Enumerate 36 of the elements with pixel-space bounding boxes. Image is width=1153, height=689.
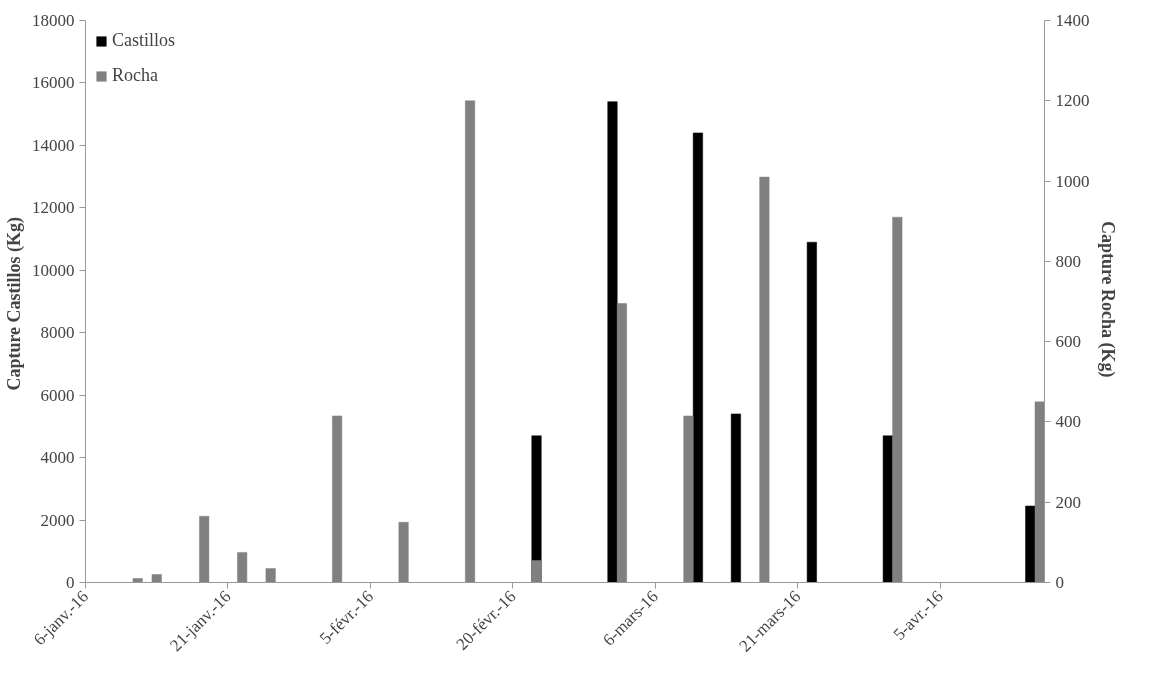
y-tick-label: 0 bbox=[66, 573, 75, 592]
legend-label: Rocha bbox=[112, 65, 158, 86]
y2-tick-label: 400 bbox=[1055, 412, 1081, 432]
bar bbox=[892, 216, 903, 583]
bar bbox=[151, 574, 162, 583]
y2-tick-label: 800 bbox=[1055, 251, 1081, 271]
bar bbox=[759, 176, 770, 583]
y-tick-label: 12000 bbox=[32, 198, 75, 218]
bar bbox=[398, 522, 409, 583]
bar bbox=[465, 100, 476, 583]
y-tick-label: 6000 bbox=[40, 385, 75, 405]
y-tick-label: 10000 bbox=[32, 260, 75, 280]
y2-tick-label: 1400 bbox=[1055, 11, 1090, 30]
y2-axis-title: Capture Rocha (Kg) bbox=[1096, 220, 1118, 378]
bar bbox=[237, 552, 248, 583]
y-tick-label: 2000 bbox=[40, 510, 75, 530]
legend-label: Castillos bbox=[112, 30, 176, 51]
bar bbox=[332, 415, 343, 583]
bar bbox=[132, 578, 143, 583]
y2-tick-label: 0 bbox=[1055, 573, 1064, 592]
y-tick-label: 8000 bbox=[40, 323, 75, 343]
bar bbox=[806, 241, 817, 583]
y-tick-label: 16000 bbox=[32, 73, 75, 93]
bar bbox=[730, 413, 741, 583]
y-axis-title: Capture Castillos (Kg) bbox=[4, 216, 25, 391]
y-tick-label: 4000 bbox=[40, 448, 75, 468]
y-tick-label: 18000 bbox=[32, 11, 75, 30]
y-tick-label: 14000 bbox=[32, 135, 75, 155]
bar bbox=[1034, 401, 1045, 583]
y2-tick-label: 600 bbox=[1055, 332, 1081, 352]
y2-tick-label: 1200 bbox=[1055, 91, 1090, 111]
y2-tick-label: 200 bbox=[1055, 492, 1081, 512]
bar bbox=[265, 568, 276, 583]
bar bbox=[199, 516, 210, 583]
bar bbox=[692, 132, 703, 583]
y2-tick-label: 1000 bbox=[1055, 171, 1090, 191]
